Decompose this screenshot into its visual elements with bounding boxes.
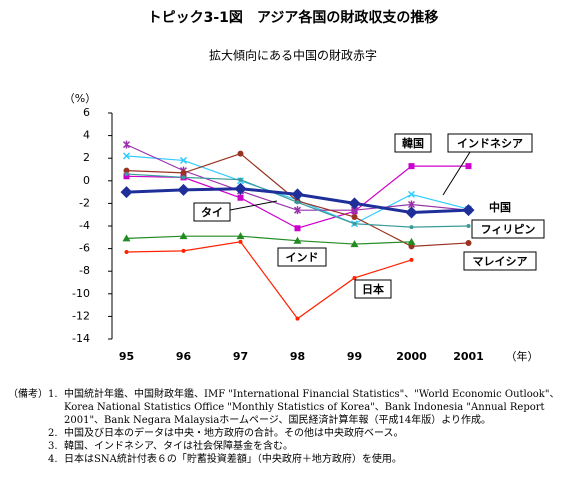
marker — [122, 140, 131, 149]
x-tick-label: 97 — [233, 350, 248, 363]
y-tick-label: -6 — [79, 242, 90, 255]
legend-box — [482, 198, 518, 216]
legend-label: 中国 — [489, 200, 511, 214]
note-number: 2. — [48, 428, 58, 439]
marker — [462, 204, 475, 217]
marker — [348, 197, 361, 210]
marker — [295, 200, 300, 205]
legend-box — [394, 133, 432, 153]
marker — [295, 316, 300, 321]
y-tick-label: -10 — [72, 287, 90, 300]
marker — [293, 236, 302, 244]
marker — [407, 190, 416, 198]
marker — [123, 167, 130, 174]
note-text: 中国統計年鑑、中国財政年鑑、IMF "International Financi… — [64, 389, 560, 426]
spacer — [8, 440, 48, 453]
y-tick-label: 2 — [83, 151, 90, 164]
x-tick-label: 95 — [119, 350, 134, 363]
marker — [177, 183, 190, 196]
legend-arrow — [229, 200, 278, 211]
chart-title: トピック3-1図 アジア各国の財政収支の推移 — [148, 9, 439, 26]
marker — [179, 156, 188, 164]
legend-box — [463, 251, 537, 271]
legend-box — [447, 133, 533, 153]
marker — [408, 243, 415, 250]
spacer — [8, 453, 48, 466]
legend-label: インドネシア — [457, 137, 523, 150]
marker — [124, 249, 129, 254]
legend-box — [193, 202, 231, 222]
series-line — [126, 241, 412, 320]
marker — [237, 150, 244, 157]
notes: （備考） 1. 中国統計年鑑、中国財政年鑑、IMF "International F… — [8, 388, 580, 466]
series-line — [126, 235, 412, 245]
spacer — [8, 427, 48, 440]
marker — [181, 248, 186, 253]
legend-label: タイ — [201, 206, 223, 219]
chart: トピック3-1図 アジア各国の財政収支の推移 拡大傾向にある中国の財政赤字 （%… — [64, 9, 545, 363]
marker — [409, 257, 414, 262]
marker — [291, 188, 304, 201]
x-tick-label: 2001 — [453, 350, 484, 363]
legend-label: 日本 — [362, 282, 384, 296]
y-tick-label: -2 — [79, 196, 90, 209]
marker — [180, 169, 187, 176]
marker — [407, 237, 416, 245]
marker — [352, 221, 357, 226]
marker — [466, 224, 471, 228]
chart-subtitle: 拡大傾向にある中国の財政赤字 — [209, 48, 377, 63]
marker — [124, 172, 129, 177]
y-tick-label: 6 — [83, 106, 90, 119]
marker — [294, 225, 301, 232]
legend-arrow — [442, 151, 471, 196]
marker — [238, 177, 243, 182]
x-tick-label: 99 — [347, 350, 362, 363]
legend-box — [354, 279, 392, 299]
y-tick-label: -8 — [79, 264, 90, 277]
x-tick-label: 98 — [290, 350, 305, 363]
marker — [122, 152, 131, 160]
notes-heading: （備考） — [8, 389, 48, 400]
y-tick-label: -14 — [72, 332, 90, 345]
legend-box — [471, 219, 545, 239]
note-number: 4. — [48, 454, 58, 465]
marker — [408, 163, 415, 170]
x-axis-label: （年） — [506, 349, 539, 363]
marker — [350, 240, 359, 248]
marker — [352, 275, 357, 280]
y-tick-label: -4 — [79, 219, 90, 232]
y-tick-label: 0 — [83, 174, 90, 187]
y-tick-label: 4 — [83, 129, 90, 142]
note-number: 1. — [48, 389, 58, 400]
x-tick-label: 96 — [176, 350, 192, 363]
note-number: 3. — [48, 441, 58, 452]
note-text: 日本はSNA統計付表６の「貯蓄投資差額」（中央政府＋地方政府）を使用。 — [64, 454, 402, 465]
marker — [293, 206, 302, 215]
marker — [236, 232, 245, 240]
marker — [405, 206, 418, 219]
marker — [234, 182, 247, 195]
x-tick-label: 2000 — [396, 350, 427, 363]
marker — [465, 163, 472, 170]
marker — [122, 234, 131, 242]
note-text: 韓国、インドネシア、タイは社会保障基金を含む。 — [64, 441, 293, 452]
marker — [237, 194, 244, 201]
note-text: 中国及び日本のデータは中央・地方政府の合計。その他は中央政府ベース。 — [64, 428, 404, 439]
marker — [409, 225, 414, 230]
legend-box — [277, 247, 327, 267]
legend-label: フィリピン — [481, 223, 536, 236]
marker — [238, 239, 243, 244]
legend-label: インド — [286, 251, 319, 264]
y-axis-label: （%） — [64, 92, 96, 105]
marker — [123, 173, 130, 180]
legend-label: マレイシア — [473, 255, 528, 268]
marker — [179, 232, 188, 240]
y-tick-label: -12 — [72, 309, 90, 322]
marker — [181, 175, 186, 180]
legend-label: 韓国 — [402, 136, 424, 150]
marker — [351, 213, 358, 220]
marker — [465, 239, 472, 246]
marker — [120, 186, 133, 199]
